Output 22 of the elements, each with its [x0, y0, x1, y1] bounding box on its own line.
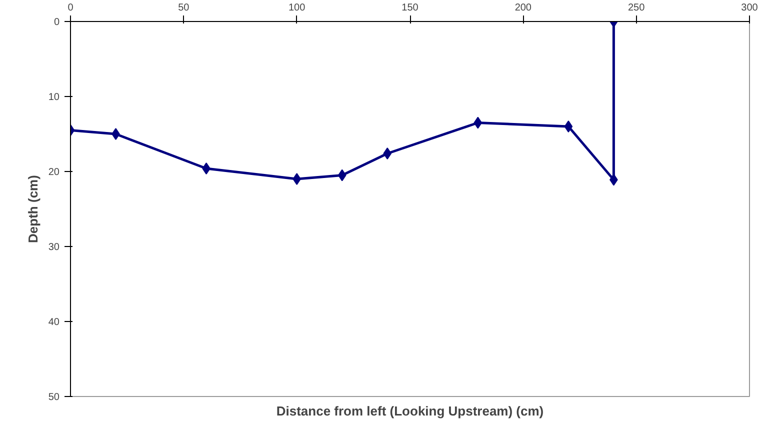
y-tick-label: 0 — [54, 17, 60, 28]
y-tick-label: 40 — [48, 317, 60, 328]
x-tick-label: 300 — [741, 2, 758, 14]
y-tick-label: 30 — [48, 242, 60, 253]
y-tick-label: 20 — [48, 167, 60, 178]
point — [202, 162, 210, 174]
point — [474, 116, 482, 129]
x-tick-label: 200 — [514, 2, 532, 14]
x-tick-label: 50 — [178, 2, 190, 14]
y-tick-label: 10 — [48, 92, 60, 103]
x-tick-label: 150 — [402, 2, 419, 14]
point — [338, 169, 346, 182]
point — [112, 128, 120, 140]
y-tick-label: 50 — [48, 392, 60, 403]
x-axis-title: Distance from left (Looking Upstream) (cm) — [276, 404, 544, 418]
x-tick-label: 250 — [628, 2, 646, 14]
point — [383, 148, 392, 160]
x-tick-label: 0 — [68, 2, 74, 14]
x-tick-label: 100 — [288, 2, 306, 14]
y-axis-title: Depth (cm) — [25, 175, 40, 243]
point — [564, 120, 573, 132]
point — [292, 173, 301, 185]
